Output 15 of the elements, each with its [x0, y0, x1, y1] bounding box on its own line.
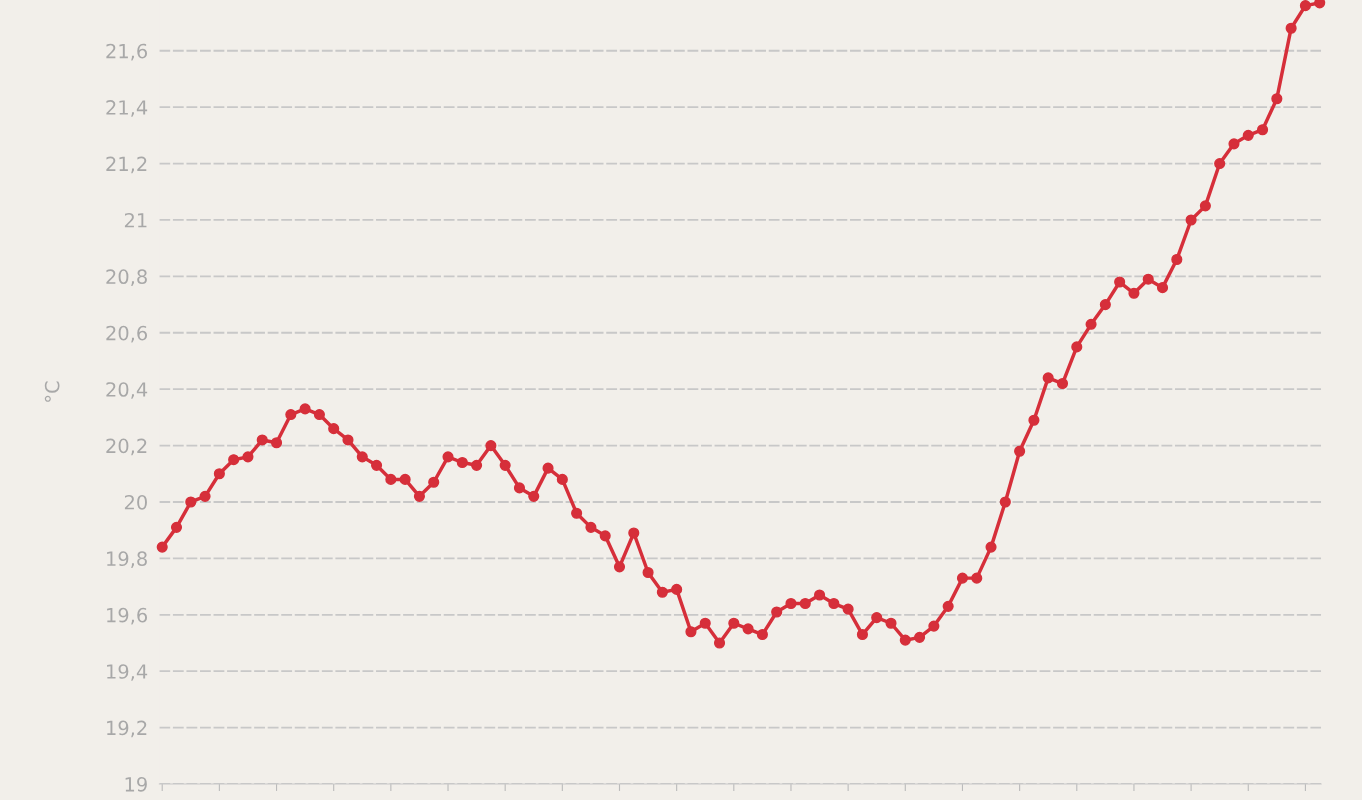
y-tick-label: 19,8 [107, 551, 147, 569]
y-tick-label: 21,2 [106, 156, 147, 174]
y-tick-label: 21,6 [106, 43, 148, 61]
y-tick-label: 19,4 [107, 664, 148, 681]
y-tick-label: 20 [124, 494, 147, 510]
y-tick-label: 20,4 [106, 382, 148, 399]
y-tick-label: 20,2 [106, 438, 147, 456]
y-tick-label: 19 [125, 776, 147, 792]
y-tick-label: 21,4 [106, 100, 148, 117]
y-tick-label: 20,8 [106, 269, 147, 287]
y-tick-label: 19,6 [107, 607, 148, 625]
y-tick-label: 19,2 [107, 720, 147, 738]
y-tick-label: 21 [124, 212, 147, 228]
y-axis-title: °C [44, 381, 60, 402]
y-tick-label: 20,6 [106, 325, 148, 343]
